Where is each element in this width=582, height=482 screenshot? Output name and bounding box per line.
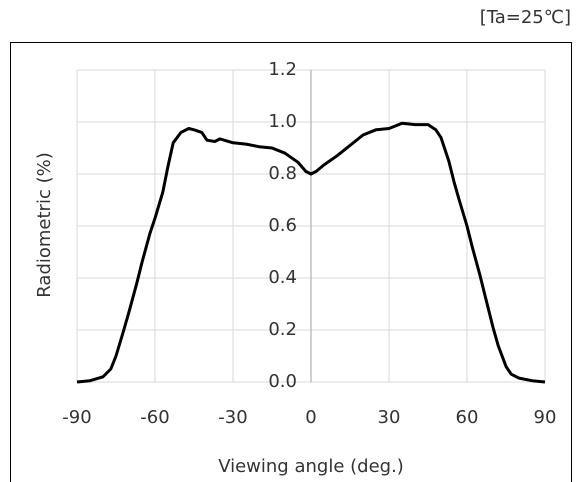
x-tick-label: -90 [62,407,91,428]
y-tick-label: 1.2 [268,59,297,80]
y-axis-title: Radiometric (%) [34,152,55,297]
y-tick-label: 1.0 [268,111,297,132]
x-tick-label: 30 [378,407,401,428]
y-tick-label: 0.4 [268,267,297,288]
x-tick-label: -60 [140,407,169,428]
y-tick-label: 0.6 [268,215,297,236]
frame [10,42,572,482]
y-tick-label: 0.8 [268,163,297,184]
line-series [76,121,546,384]
y-tick-label: 0.2 [268,319,297,340]
x-tick-label: -30 [218,407,247,428]
x-tick-label: 90 [534,407,557,428]
y-tick-label: 0.0 [268,371,297,392]
x-tick-label: 60 [456,407,479,428]
x-tick-label: 0 [305,407,316,428]
annotation: [Ta=25℃] [480,7,571,28]
x-axis-title: Viewing angle (deg.) [218,456,404,477]
